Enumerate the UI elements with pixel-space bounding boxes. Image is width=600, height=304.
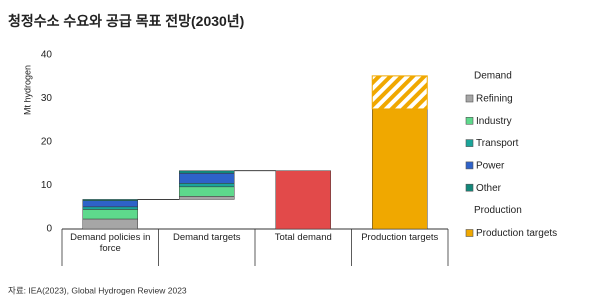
legend-group-title: Demand [474, 71, 512, 82]
bar-segment [372, 108, 428, 230]
legend-swatch [465, 229, 474, 237]
legend-label: Other [476, 183, 502, 194]
bar-segment [179, 183, 235, 188]
y-axis-label: Mt hydrogen [22, 65, 32, 115]
y-tick-label: 40 [41, 50, 53, 61]
source: 자료: IEA(2023), Global Hydrogen Review 20… [8, 285, 187, 295]
legend-label: Power [476, 161, 505, 172]
y-tick-label: 20 [41, 137, 53, 148]
y-tick-label: 0 [46, 224, 52, 235]
y-tick-label: 10 [41, 180, 53, 191]
legend-label: Industry [476, 116, 512, 127]
x-tick-label: Total demand [274, 232, 332, 243]
x-tick-label: Production targets [361, 232, 439, 243]
x-tick-label-box: Demand targets [172, 232, 241, 243]
bar-segment [179, 196, 235, 200]
bar-segment [179, 170, 235, 174]
legend-swatch [465, 161, 474, 170]
bar-segment [179, 173, 235, 184]
legend-swatch [465, 139, 474, 147]
x-tick-label-box: Demand policies in force [70, 232, 151, 254]
legend-label: Production targets [476, 228, 557, 239]
x-tick-label-box: Production targets [361, 232, 439, 243]
bar-segment [371, 75, 428, 110]
y-tick-label: 30 [41, 93, 53, 104]
bar-segment [82, 218, 138, 230]
bar-segment [82, 199, 138, 201]
legend-label: Refining [476, 94, 513, 105]
bar-segment [82, 200, 138, 208]
bar-segment [179, 186, 235, 197]
legend-group-title: Production [474, 205, 522, 216]
legend-swatch [465, 183, 474, 192]
legend-label: Transport [476, 138, 519, 149]
bar-segment [82, 206, 138, 210]
x-tick-label: Demand targets [172, 232, 241, 243]
legend-swatch [465, 117, 474, 125]
legend-swatch [465, 94, 474, 103]
chart-title: 청정수소 수요와 공급 목표 전망(2030년) [8, 13, 244, 29]
bar-segment [82, 209, 138, 220]
x-tick-label-box: Total demand [274, 232, 332, 243]
x-tick-label: Demand policies in force [70, 232, 151, 254]
bar-segment [275, 170, 331, 230]
